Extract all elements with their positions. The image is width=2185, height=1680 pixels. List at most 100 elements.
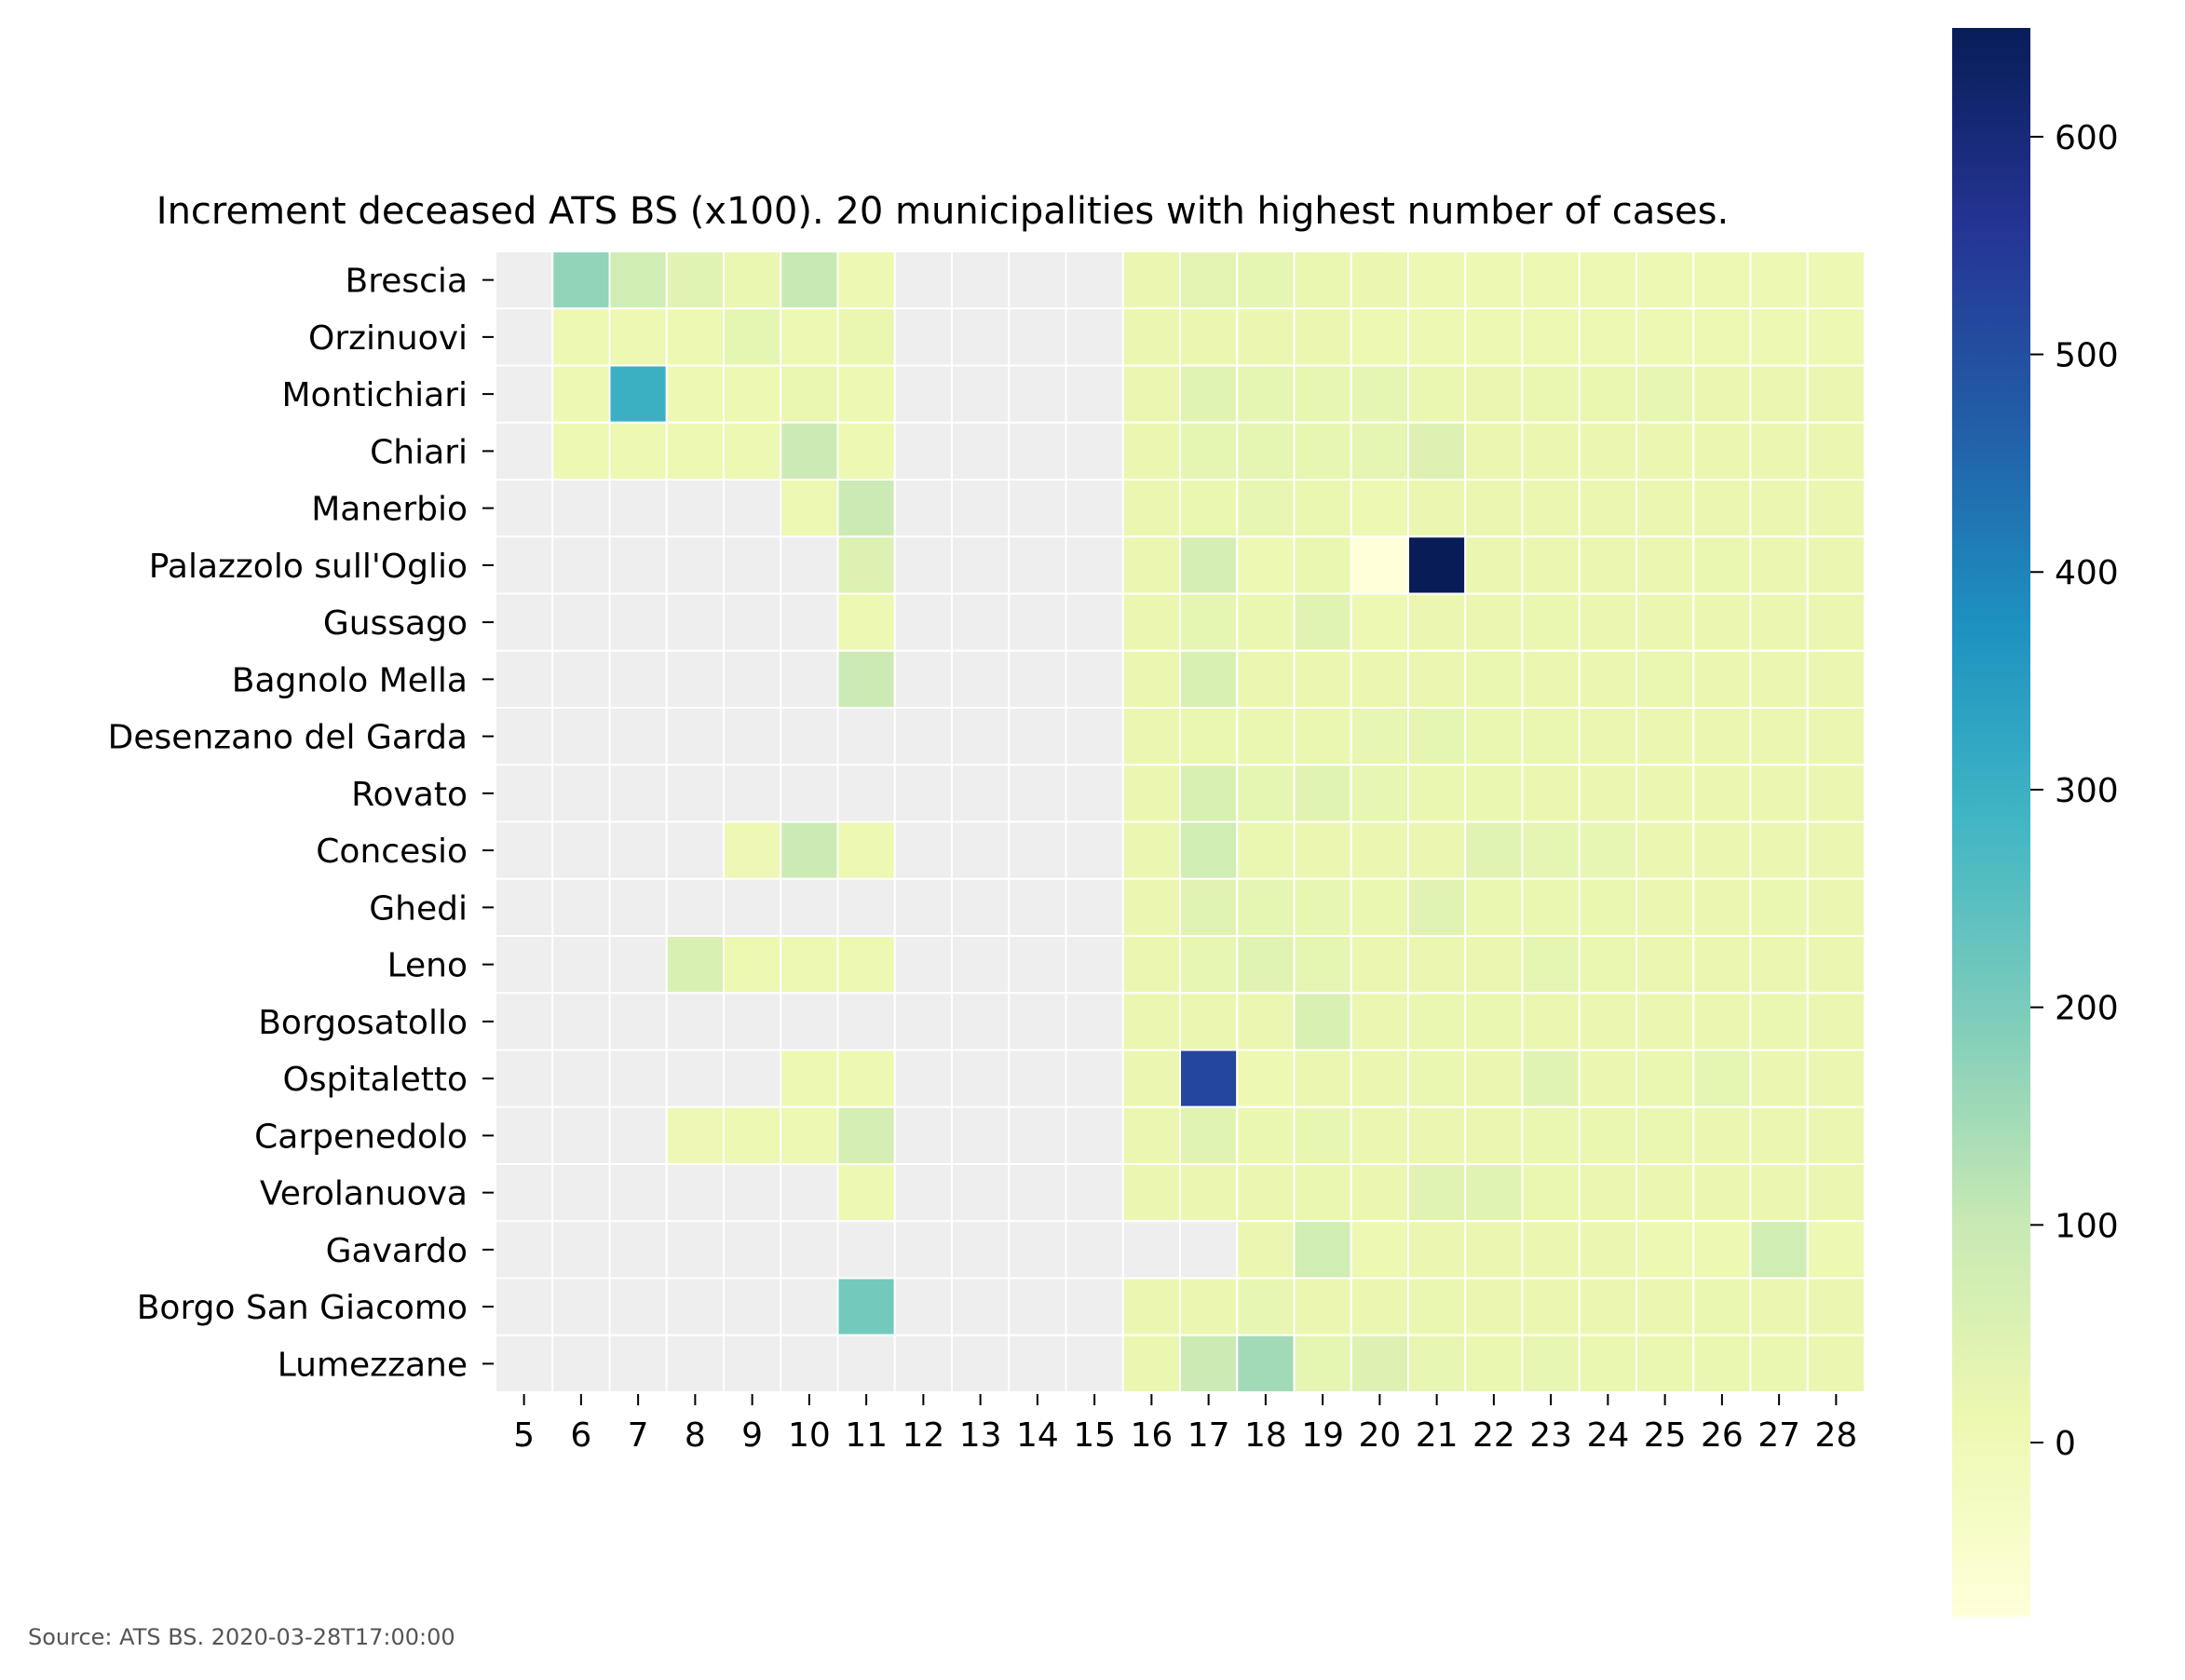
heatmap-cell [551, 1220, 611, 1280]
heatmap-cell [1692, 307, 1752, 367]
heatmap-cell [723, 307, 782, 367]
heatmap-cell [1749, 535, 1809, 595]
heatmap-cell [1692, 1277, 1752, 1336]
heatmap-cell [836, 877, 896, 937]
heatmap-cell [723, 1334, 782, 1393]
heatmap-cell [1749, 820, 1809, 880]
heatmap-cell [1236, 479, 1296, 538]
heatmap-cell [1806, 1163, 1866, 1223]
heatmap-cell [951, 421, 1011, 481]
heatmap-cell [1749, 479, 1809, 538]
heatmap-cell [1692, 592, 1752, 652]
heatmap-cell [495, 421, 554, 481]
heatmap-cell [665, 1163, 725, 1223]
column-label: 16 [1130, 1416, 1173, 1455]
heatmap-cell [1236, 307, 1296, 367]
heatmap-cell [1578, 877, 1637, 937]
heatmap-cell [893, 877, 953, 937]
heatmap-cell [951, 935, 1011, 995]
heatmap-cell [608, 479, 668, 538]
heatmap-cell [1464, 479, 1524, 538]
heatmap-cell [1521, 764, 1581, 823]
heatmap-cell [723, 1049, 782, 1108]
heatmap-cell [1121, 707, 1181, 766]
heatmap-cell [1521, 364, 1581, 424]
heatmap-cell [723, 1105, 782, 1165]
heatmap-cell [551, 992, 611, 1051]
heatmap-cell [1464, 992, 1524, 1051]
heatmap-cell [551, 1334, 611, 1393]
heatmap-cell [1464, 592, 1524, 652]
heatmap-cell [1121, 1049, 1181, 1108]
heatmap-cell [1464, 1105, 1524, 1165]
heatmap-cell [495, 1163, 554, 1223]
heatmap-cell [1806, 421, 1866, 481]
heatmap-cell [1578, 479, 1637, 538]
heatmap-cell [495, 820, 554, 880]
heatmap-cell [1521, 1277, 1581, 1336]
heatmap-cell [893, 1277, 953, 1336]
heatmap-cell [551, 935, 611, 995]
heatmap-cell [951, 820, 1011, 880]
heatmap-cell [1350, 992, 1409, 1051]
heatmap-cell [1578, 1220, 1637, 1280]
heatmap-cell [1179, 1220, 1239, 1280]
heatmap-cell [1521, 1163, 1581, 1223]
heatmap-cell [665, 364, 725, 424]
heatmap-cell [1008, 992, 1067, 1051]
heatmap-cell [495, 1049, 554, 1108]
heatmap-cell [495, 364, 554, 424]
heatmap-cell [780, 1277, 839, 1336]
heatmap-cell [1578, 592, 1637, 652]
row-label: Carpenedolo [254, 1118, 468, 1156]
heatmap-cell [495, 707, 554, 766]
heatmap-cell [1464, 877, 1524, 937]
heatmap-cell [836, 1277, 896, 1336]
row-label: Gavardo [326, 1232, 468, 1270]
heatmap-cell [893, 535, 953, 595]
row-label: Borgosatollo [258, 1004, 468, 1042]
heatmap-cell [1065, 364, 1124, 424]
heatmap-cell [1806, 820, 1866, 880]
heatmap-cell [836, 764, 896, 823]
heatmap-cell [1350, 251, 1409, 310]
heatmap-cell [893, 1163, 953, 1223]
row-label: Borgo San Giacomo [137, 1289, 468, 1327]
heatmap-cell [1236, 1220, 1296, 1280]
heatmap-cell [1350, 592, 1409, 652]
row-label: Gussago [323, 604, 468, 643]
heatmap-cell [1293, 707, 1352, 766]
heatmap-cell [1749, 935, 1809, 995]
heatmap-cell [551, 1105, 611, 1165]
heatmap-cell [723, 1220, 782, 1280]
heatmap-cell [1806, 307, 1866, 367]
heatmap-cell [665, 1277, 725, 1336]
row-label: Bagnolo Mella [232, 661, 468, 699]
heatmap-cell [495, 1277, 554, 1336]
heatmap-cell [1635, 1277, 1695, 1336]
heatmap-cell [1065, 1163, 1124, 1223]
heatmap-cell [1293, 935, 1352, 995]
heatmap-cell [893, 820, 953, 880]
heatmap-cell [780, 479, 839, 538]
heatmap-cell [1521, 1049, 1581, 1108]
heatmap-cell [1179, 1334, 1239, 1393]
heatmap-cell [1065, 592, 1124, 652]
heatmap-cell [1293, 364, 1352, 424]
heatmap-cell [551, 1049, 611, 1108]
heatmap-cell [1179, 1163, 1239, 1223]
row-label: Chiari [370, 433, 468, 471]
heatmap-cell [665, 707, 725, 766]
heatmap-cell [1635, 251, 1695, 310]
heatmap-cell [1236, 421, 1296, 481]
heatmap-cell [1065, 877, 1124, 937]
heatmap-cell [608, 364, 668, 424]
column-label: 22 [1472, 1416, 1515, 1455]
chart-title: Increment deceased ATS BS (x100). 20 mun… [156, 190, 1729, 233]
heatmap-cell [836, 479, 896, 538]
heatmap-cell [893, 764, 953, 823]
heatmap-cell [1806, 535, 1866, 595]
heatmap-cell [1749, 992, 1809, 1051]
heatmap-cell [893, 251, 953, 310]
heatmap-cell [836, 1049, 896, 1108]
